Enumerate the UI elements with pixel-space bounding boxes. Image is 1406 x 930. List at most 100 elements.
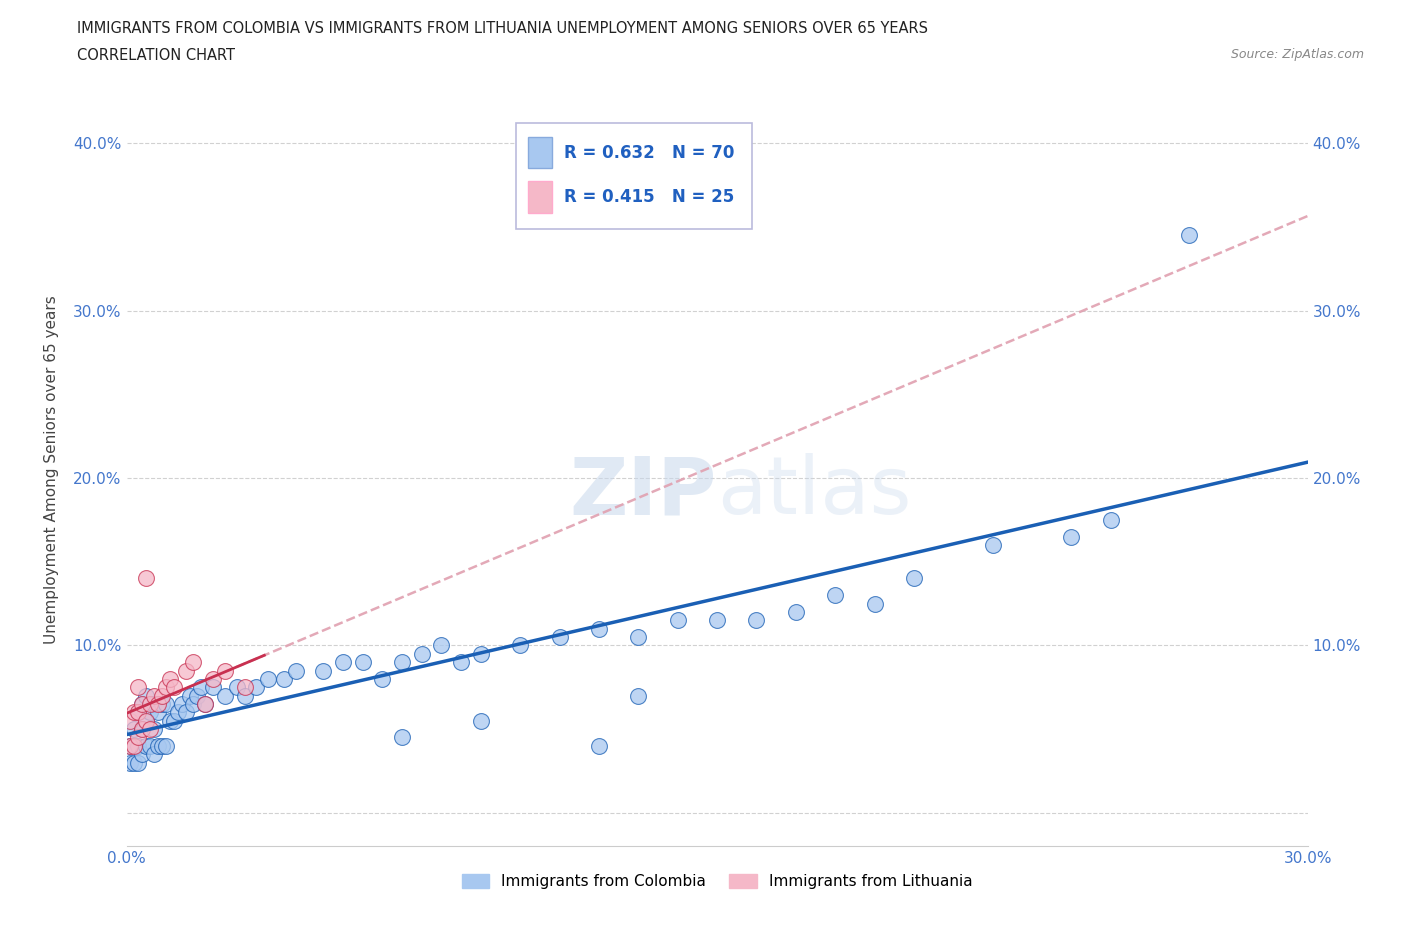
Point <box>179 688 201 703</box>
Point <box>312 663 335 678</box>
Text: CORRELATION CHART: CORRELATION CHART <box>77 48 235 63</box>
Point <box>470 646 492 661</box>
Point <box>1060 529 1083 544</box>
Point <box>627 688 650 703</box>
Point <box>863 596 886 611</box>
Point <box>120 713 142 728</box>
Point <box>135 571 157 586</box>
Point <box>127 705 149 720</box>
Point <box>981 538 1004 552</box>
Point <box>127 738 149 753</box>
Point <box>143 722 166 737</box>
Point <box>163 680 186 695</box>
Text: Source: ZipAtlas.com: Source: ZipAtlas.com <box>1230 48 1364 61</box>
Point <box>131 697 153 711</box>
Point <box>124 705 146 720</box>
Point <box>202 680 225 695</box>
Point <box>159 671 181 686</box>
Point <box>120 755 142 770</box>
Point <box>174 663 197 678</box>
Point <box>159 713 181 728</box>
Point <box>155 697 177 711</box>
Point <box>352 655 374 670</box>
Text: ZIP: ZIP <box>569 453 717 531</box>
Point <box>131 722 153 737</box>
Point <box>135 688 157 703</box>
Point <box>202 671 225 686</box>
Point <box>135 713 157 728</box>
Point <box>127 755 149 770</box>
Point <box>332 655 354 670</box>
Point <box>706 613 728 628</box>
Point <box>245 680 267 695</box>
Point <box>120 738 142 753</box>
Point <box>284 663 307 678</box>
Point <box>155 680 177 695</box>
Point <box>190 680 212 695</box>
Point <box>146 738 169 753</box>
Point <box>131 697 153 711</box>
Point <box>124 722 146 737</box>
Point <box>627 630 650 644</box>
Point <box>124 738 146 753</box>
Point <box>150 688 173 703</box>
Point <box>214 663 236 678</box>
Y-axis label: Unemployment Among Seniors over 65 years: Unemployment Among Seniors over 65 years <box>45 296 59 644</box>
Point <box>146 705 169 720</box>
Point <box>903 571 925 586</box>
Point <box>163 713 186 728</box>
Point <box>127 705 149 720</box>
Point <box>194 697 217 711</box>
Point <box>391 655 413 670</box>
Point <box>257 671 280 686</box>
Point <box>155 738 177 753</box>
Point <box>150 697 173 711</box>
Point <box>143 697 166 711</box>
Point <box>183 697 205 711</box>
Point <box>588 738 610 753</box>
Point <box>166 705 188 720</box>
Point <box>146 697 169 711</box>
Point <box>371 671 394 686</box>
Point <box>509 638 531 653</box>
Point <box>127 730 149 745</box>
Point <box>233 680 256 695</box>
Point <box>139 705 162 720</box>
Point <box>150 738 173 753</box>
Point <box>127 680 149 695</box>
Point <box>131 722 153 737</box>
Point <box>745 613 768 628</box>
Legend: Immigrants from Colombia, Immigrants from Lithuania: Immigrants from Colombia, Immigrants fro… <box>456 868 979 896</box>
Point <box>411 646 433 661</box>
Point <box>139 738 162 753</box>
Point <box>450 655 472 670</box>
Point <box>1178 228 1201 243</box>
Text: atlas: atlas <box>717 453 911 531</box>
Point <box>1099 512 1122 527</box>
Point <box>225 680 247 695</box>
Point <box>273 671 295 686</box>
Point <box>139 697 162 711</box>
Point <box>143 747 166 762</box>
Point <box>120 738 142 753</box>
Point <box>135 738 157 753</box>
Point <box>135 713 157 728</box>
Point <box>785 604 807 619</box>
Point <box>470 713 492 728</box>
Point <box>548 630 571 644</box>
Point <box>214 688 236 703</box>
Point <box>391 730 413 745</box>
Point <box>124 755 146 770</box>
Point <box>174 705 197 720</box>
Point <box>666 613 689 628</box>
Point <box>588 621 610 636</box>
Text: IMMIGRANTS FROM COLOMBIA VS IMMIGRANTS FROM LITHUANIA UNEMPLOYMENT AMONG SENIORS: IMMIGRANTS FROM COLOMBIA VS IMMIGRANTS F… <box>77 21 928 36</box>
Point <box>139 722 162 737</box>
Point <box>170 697 193 711</box>
Point <box>824 588 846 603</box>
Point <box>233 688 256 703</box>
Point <box>186 688 208 703</box>
Point <box>143 688 166 703</box>
Point <box>194 697 217 711</box>
Point <box>131 747 153 762</box>
